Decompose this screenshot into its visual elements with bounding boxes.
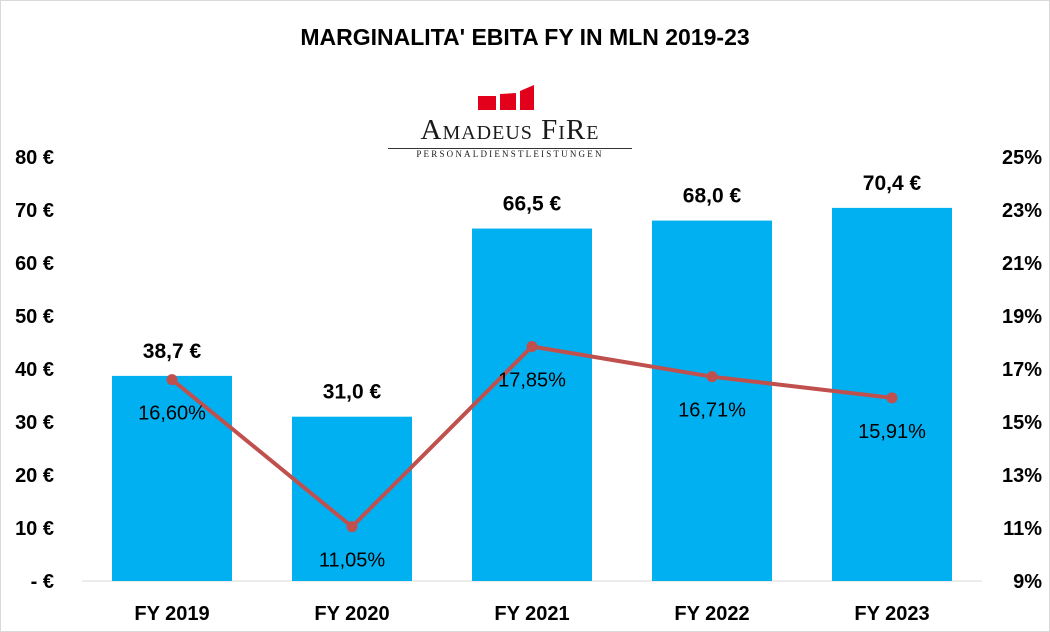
margin-point: [166, 374, 178, 386]
y-right-tick-label: 25%: [1002, 147, 1042, 169]
y-left-tick-label: - €: [31, 571, 54, 593]
company-logo: Amadeus FiRe PERSONALDIENSTLEISTUNGEN: [380, 82, 640, 162]
y-right-tick-label: 11%: [1003, 518, 1042, 540]
logo-tagline: PERSONALDIENSTLEISTUNGEN: [416, 149, 604, 159]
y-right-tick-label: 13%: [1002, 465, 1042, 487]
y-left-tick-label: 60 €: [15, 253, 54, 275]
margin-value-label: 17,85%: [498, 369, 566, 391]
bar-value-label: 66,5 €: [503, 193, 562, 216]
x-tick-label: FY 2019: [134, 603, 209, 625]
y-left-tick-label: 30 €: [15, 412, 54, 434]
y-right-tick-label: 23%: [1002, 200, 1042, 222]
bar-value-label: 31,0 €: [323, 381, 382, 404]
y-right-tick-label: 19%: [1002, 306, 1042, 328]
y-left-tick-label: 20 €: [15, 465, 54, 487]
margin-point: [346, 521, 358, 533]
y-left-tick-label: 50 €: [15, 306, 54, 328]
bar: [472, 228, 592, 582]
y-right-tick-label: 15%: [1002, 412, 1042, 434]
bar-value-label: 38,7 €: [143, 340, 202, 363]
margin-point: [706, 371, 718, 383]
x-tick-label: FY 2023: [854, 603, 929, 625]
bar: [292, 416, 412, 581]
margin-point: [886, 392, 898, 404]
y-left-tick-label: 40 €: [15, 359, 54, 381]
y-left-tick-label: 80 €: [15, 147, 54, 169]
y-left-tick-label: 70 €: [15, 200, 54, 222]
logo-mark-icon: [478, 85, 534, 110]
bar-value-label: 68,0 €: [683, 185, 742, 208]
x-tick-label: FY 2020: [314, 603, 389, 625]
margin-point: [526, 340, 538, 352]
logo-divider: [388, 148, 632, 149]
bar: [652, 220, 772, 581]
chart-title: MARGINALITA' EBITA FY IN MLN 2019-23: [300, 24, 750, 50]
y-right-tick-label: 9%: [1013, 571, 1042, 593]
y-left-tick-label: 10 €: [15, 518, 54, 540]
x-tick-label: FY 2021: [494, 603, 569, 625]
bar-value-label: 70,4 €: [863, 172, 922, 195]
logo-wordmark: Amadeus FiRe: [420, 114, 600, 146]
margin-value-label: 16,71%: [678, 400, 746, 422]
x-tick-label: FY 2022: [674, 603, 749, 625]
margin-value-label: 16,60%: [138, 403, 206, 425]
y-right-tick-label: 17%: [1002, 359, 1042, 381]
margin-value-label: 15,91%: [858, 421, 926, 443]
margin-value-label: 11,05%: [319, 550, 386, 572]
y-right-tick-label: 21%: [1002, 253, 1042, 275]
